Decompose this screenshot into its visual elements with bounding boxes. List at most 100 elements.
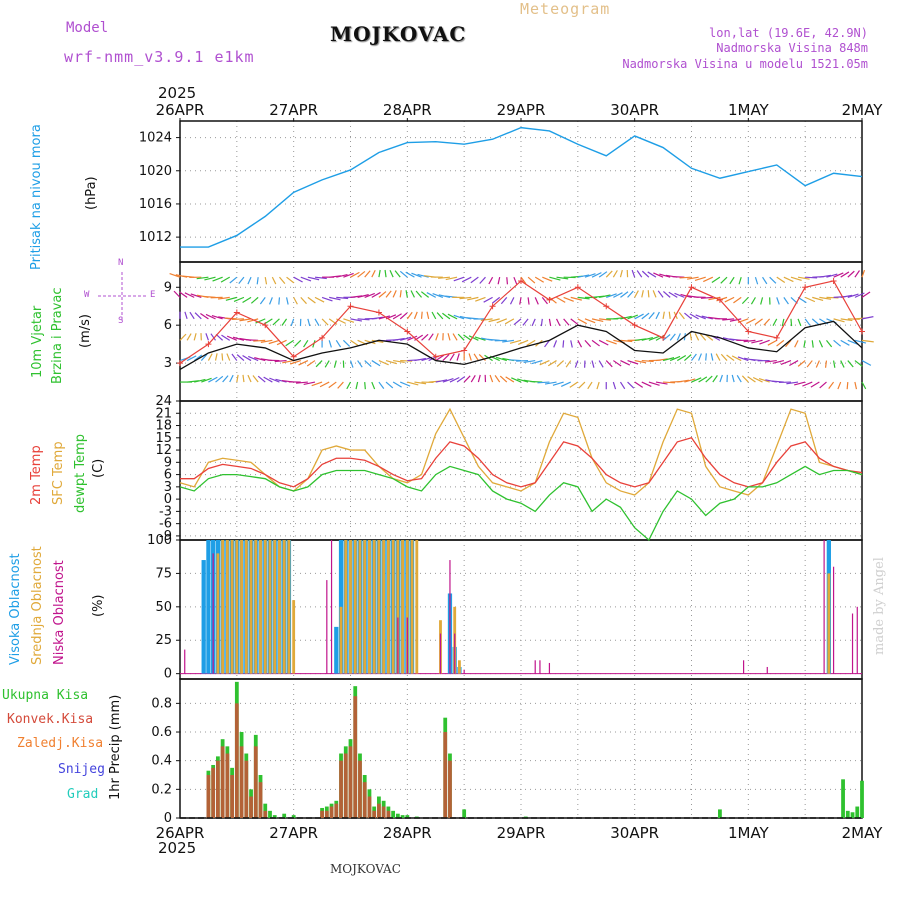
high-cloud-bar	[206, 540, 211, 674]
wind-barb	[555, 318, 561, 327]
wind-barb	[577, 296, 590, 300]
time-label-top: 29APR	[497, 101, 546, 119]
convective-precip-bar	[377, 803, 381, 818]
wind-barb	[520, 276, 527, 285]
wind-barb	[378, 315, 391, 320]
temp-tick-label: 3	[164, 480, 172, 495]
wind-barb	[459, 296, 472, 300]
wind-barb	[620, 291, 629, 298]
wind-barb	[516, 359, 529, 362]
wind-barb	[438, 276, 451, 279]
wind-barb	[776, 339, 785, 347]
wind-barb	[598, 360, 604, 368]
wind-barb	[239, 318, 252, 322]
wind-barb	[350, 318, 363, 322]
wind-barb	[669, 355, 681, 362]
low-cloud-bar	[449, 560, 451, 674]
wind-barb	[321, 296, 333, 302]
mid-cloud-bar	[827, 573, 831, 674]
wind-barb	[781, 318, 785, 327]
wind-barb	[445, 276, 458, 281]
wind-barb	[599, 294, 611, 298]
wind-barb	[662, 357, 675, 362]
wind-barb	[641, 312, 650, 320]
convective-precip-bar	[339, 760, 343, 818]
mid-cloud-bar	[344, 540, 348, 674]
wind-barb	[861, 360, 872, 366]
wind-barb	[577, 340, 583, 348]
wind-barb	[591, 318, 604, 323]
mid-cloud-bar	[372, 540, 376, 674]
low-cloud-bar	[742, 660, 745, 674]
wind-barb	[657, 290, 664, 298]
mid-cloud-bar	[216, 553, 220, 674]
wind-barb	[255, 318, 266, 324]
wind-barb	[684, 312, 692, 320]
model-name: wrf-nmm_v3.9.1 e1km	[64, 48, 255, 66]
mid-cloud-bar	[240, 540, 243, 674]
mid-cloud-bar	[259, 540, 262, 674]
wind-barb	[384, 269, 387, 278]
lonlat-text: lon,lat (19.6E, 42.9N)	[709, 26, 868, 40]
wind-barb	[641, 337, 654, 341]
total-precip-bar	[391, 810, 396, 818]
wind-barb	[307, 296, 316, 304]
wind-gust-marker	[688, 284, 695, 291]
convective-precip-bar	[211, 767, 216, 818]
wind-barb	[764, 359, 777, 363]
wind-barb	[303, 381, 316, 386]
mid-cloud-bar	[396, 540, 400, 674]
wind-barb	[349, 360, 354, 368]
wind-barb	[698, 353, 702, 361]
wind-barb	[208, 376, 218, 383]
wind-barb	[268, 297, 273, 305]
wind-barb	[591, 360, 595, 368]
wind-barb	[215, 375, 224, 383]
wind-barb	[763, 318, 771, 326]
convective-precip-bar	[443, 732, 448, 818]
wind-barb	[414, 357, 427, 362]
low-cloud-bar	[184, 649, 186, 674]
wind-barb	[760, 297, 764, 305]
wind-barb	[652, 290, 657, 298]
wind-barb	[803, 340, 806, 348]
time-label-top: 2MAY	[842, 101, 884, 119]
wind-gust-marker	[518, 277, 524, 284]
precip-tick-label: 0	[164, 811, 172, 826]
wind-barb	[499, 375, 508, 383]
cloud-tick-label: 75	[155, 566, 172, 581]
wind-barb	[720, 353, 728, 361]
wind-tick-label: 3	[164, 356, 172, 371]
wind-barb	[392, 381, 402, 388]
wind-barb	[737, 356, 749, 362]
wind-barb	[861, 381, 867, 390]
wind-barb	[620, 315, 632, 320]
total-precip-bar	[860, 780, 864, 818]
wind-barb	[695, 314, 706, 320]
wind-barb	[500, 296, 508, 305]
wind-barb	[752, 376, 763, 383]
wind-barb	[468, 335, 479, 341]
mid-cloud-bar	[415, 540, 419, 674]
wind-barb	[300, 296, 307, 305]
wind-barb	[385, 290, 392, 298]
wind-barb	[789, 360, 799, 367]
wind-barb	[826, 339, 833, 348]
wind-barb	[232, 336, 245, 341]
time-label-bottom: 2MAY	[842, 824, 884, 842]
wind-barb	[854, 292, 865, 298]
wind-barb	[562, 340, 565, 348]
wind-barb	[497, 277, 501, 285]
wind-barb	[399, 290, 402, 298]
wind-barb	[522, 318, 529, 326]
wind-barb	[200, 353, 208, 361]
convective-precip-bar	[215, 760, 220, 818]
cloud-tick-label: 25	[155, 633, 172, 648]
wind-barb	[577, 318, 588, 325]
meteogram-title: Meteogram	[520, 0, 611, 18]
mid-cloud-bar	[230, 540, 234, 674]
convective-precip-bar	[220, 746, 225, 818]
wind-barb	[247, 276, 252, 285]
wind-barb	[502, 339, 514, 343]
wind-gust-marker	[375, 309, 382, 316]
